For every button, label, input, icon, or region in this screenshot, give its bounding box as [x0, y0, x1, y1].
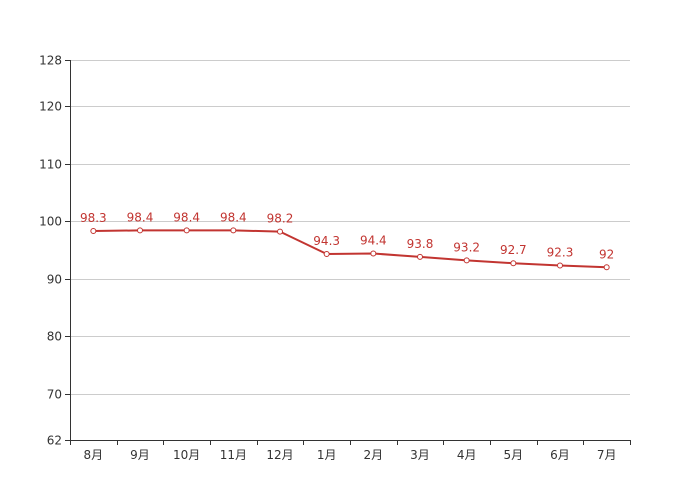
x-tick-label: 12月 [266, 448, 293, 462]
data-point [277, 228, 283, 235]
x-tick-label: 2月 [364, 448, 384, 462]
y-tick-label: 110 [39, 158, 62, 172]
y-tick-label: 120 [39, 100, 62, 114]
x-axis-ticks: 8月 9月 10月 11月 12月 1月 2月 3月 4月 5月 6月 7月 [70, 440, 631, 462]
y-tick-label: 80 [47, 330, 62, 344]
data-point [603, 264, 610, 271]
data-label: 94.4 [360, 233, 387, 247]
data-point [557, 262, 563, 269]
data-label: 98.2 [267, 212, 294, 226]
data-point [323, 251, 330, 258]
data-label: 98.4 [220, 210, 247, 224]
x-tick-label: 4月 [457, 448, 477, 462]
data-point [370, 250, 377, 257]
series-line [93, 229, 607, 269]
data-label: 93.8 [407, 237, 434, 251]
x-tick-label: 9月 [130, 448, 150, 462]
y-tick-label: 90 [47, 273, 62, 287]
data-label: 93.2 [453, 240, 480, 254]
x-tick-label: 8月 [84, 448, 104, 462]
data-point [90, 228, 97, 234]
x-tick-label: 11月 [220, 448, 247, 462]
x-tick-label: 3月 [410, 448, 430, 462]
data-point [230, 227, 237, 234]
data-point [137, 227, 143, 234]
data-point [183, 227, 190, 234]
data-label: 92.7 [500, 243, 527, 257]
x-tick-label: 10月 [173, 448, 200, 462]
x-tick-label: 1月 [317, 448, 337, 462]
y-tick-label: 100 [39, 215, 62, 229]
data-label: 98.4 [173, 210, 200, 224]
y-tick-label: 70 [47, 388, 62, 402]
data-label: 94.3 [313, 234, 340, 248]
x-tick-label: 6月 [550, 448, 570, 462]
data-point [463, 257, 470, 264]
data-label: 92.3 [547, 246, 574, 260]
data-label: 98.3 [80, 211, 107, 225]
data-point [417, 253, 423, 260]
x-tick-label: 5月 [504, 448, 524, 462]
data-label: 98.4 [127, 210, 154, 224]
data-labels: 98.3 98.4 98.4 98.4 98.2 94.3 94.4 93.8 93.2 92.7… [80, 210, 614, 261]
y-axis-ticks: 62 70 80 90 100 110 120 128 [39, 54, 70, 448]
y-tick-label: 62 [47, 434, 62, 448]
x-tick-label: 7月 [597, 448, 617, 462]
series [90, 227, 610, 271]
grid [70, 60, 630, 395]
data-point [510, 260, 517, 267]
y-tick-label: 128 [39, 54, 62, 68]
data-label: 92 [599, 247, 614, 261]
